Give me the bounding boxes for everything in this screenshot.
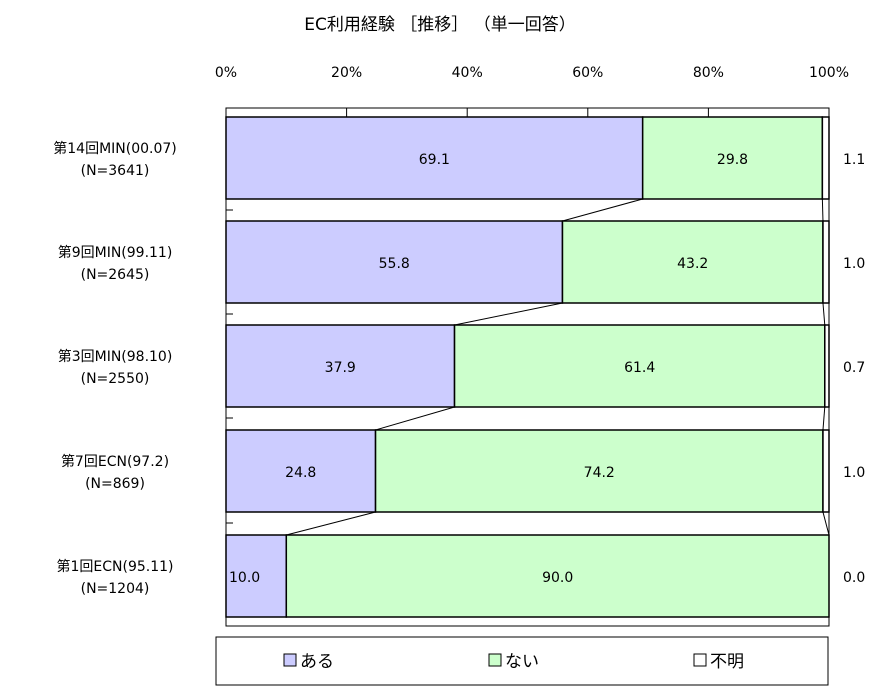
category-sample-size: (N=1204) bbox=[81, 581, 150, 597]
bar-nai bbox=[453, 324, 826, 408]
legend-label: ある bbox=[300, 652, 334, 672]
series-line bbox=[821, 198, 824, 222]
data-label: 24.8 bbox=[285, 465, 316, 481]
series-lines bbox=[286, 198, 830, 536]
bar-nai bbox=[561, 220, 824, 304]
data-label: 0.7 bbox=[843, 360, 865, 376]
series-line bbox=[822, 302, 826, 326]
bars bbox=[225, 116, 830, 618]
data-labels: 69.1 29.8 1.1 55.8 43.2 1.0 37.9 61.4 0.7 24.8 74.… bbox=[229, 152, 865, 586]
data-label: 29.8 bbox=[717, 152, 748, 168]
category-label: 第1回ECN(95.11) bbox=[56, 558, 173, 575]
data-label: 1.1 bbox=[843, 152, 865, 168]
x-tick-label: 100% bbox=[809, 65, 849, 81]
category-sample-size: (N=2550) bbox=[81, 371, 150, 387]
bar-nai bbox=[285, 534, 830, 618]
data-label: 1.0 bbox=[843, 256, 865, 272]
chart-title: EC利用経験 ［推移］ （単一回答） bbox=[304, 15, 575, 35]
bar-fumei bbox=[824, 324, 830, 408]
legend-label: ない bbox=[505, 652, 539, 672]
data-label: 37.9 bbox=[325, 360, 356, 376]
category-label: 第9回MIN(99.11) bbox=[58, 244, 173, 261]
data-label: 61.4 bbox=[624, 360, 655, 376]
data-label: 69.1 bbox=[419, 152, 450, 168]
series-line bbox=[822, 406, 826, 431]
category-sample-size: (N=2645) bbox=[81, 267, 150, 283]
x-axis: 0% 20% 40% 60% 80% 100% bbox=[215, 65, 849, 118]
legend-label: 不明 bbox=[710, 652, 744, 672]
bar-aru bbox=[225, 324, 456, 408]
category-sample-size: (N=869) bbox=[85, 476, 145, 492]
bar-nai bbox=[374, 429, 824, 513]
x-tick-label: 20% bbox=[331, 65, 362, 81]
data-label: 0.0 bbox=[843, 570, 865, 586]
x-tick-label: 40% bbox=[452, 65, 483, 81]
data-label: 43.2 bbox=[677, 256, 708, 272]
data-label: 1.0 bbox=[843, 465, 865, 481]
bar-aru bbox=[225, 220, 564, 304]
data-label: 74.2 bbox=[584, 465, 615, 481]
legend-box bbox=[215, 636, 829, 686]
series-line bbox=[822, 511, 830, 536]
bar-fumei bbox=[822, 220, 830, 304]
bar-nai bbox=[641, 116, 824, 200]
legend-swatch bbox=[693, 653, 707, 667]
x-tick-label: 60% bbox=[572, 65, 603, 81]
data-label: 55.8 bbox=[379, 256, 410, 272]
series-line bbox=[454, 302, 563, 326]
category-label: 第14回MIN(00.07) bbox=[53, 140, 177, 157]
data-label: 10.0 bbox=[229, 570, 260, 586]
legend-swatch bbox=[283, 653, 297, 667]
series-line bbox=[375, 406, 455, 431]
category-sample-size: (N=3641) bbox=[81, 163, 150, 179]
x-tick-label: 0% bbox=[215, 65, 237, 81]
series-line bbox=[562, 198, 643, 222]
legend: ある ない 不明 bbox=[215, 636, 829, 686]
legend-swatch bbox=[488, 653, 502, 667]
bar-fumei bbox=[822, 429, 830, 513]
category-label: 第3回MIN(98.10) bbox=[58, 348, 173, 365]
data-label: 90.0 bbox=[542, 570, 573, 586]
bar-fumei bbox=[821, 116, 830, 200]
category-label: 第7回ECN(97.2) bbox=[61, 453, 169, 470]
series-line bbox=[286, 511, 376, 536]
category-labels: 第14回MIN(00.07) (N=3641) 第9回MIN(99.11) (N=26… bbox=[53, 140, 177, 597]
bar-aru bbox=[225, 429, 377, 513]
x-tick-label: 80% bbox=[693, 65, 724, 81]
